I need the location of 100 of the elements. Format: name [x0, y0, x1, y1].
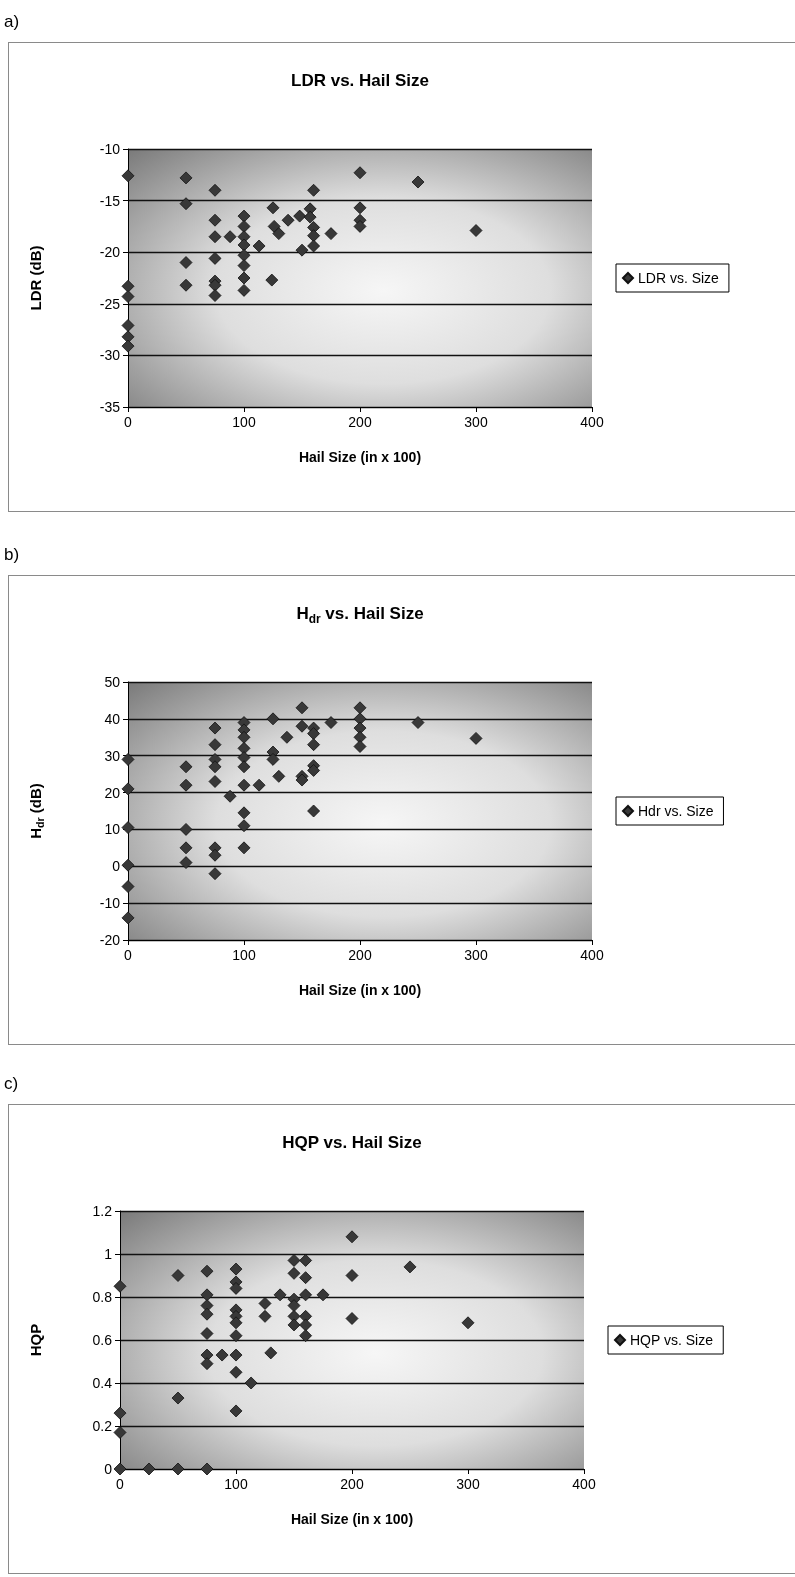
point	[345, 1312, 359, 1325]
chart-title: H$_{dr}$ vs. Hail Size	[295, 604, 425, 629]
x-tick-label: 200	[340, 1476, 364, 1492]
point	[229, 1262, 243, 1276]
point	[237, 741, 251, 755]
point	[223, 789, 237, 803]
point	[113, 1279, 127, 1293]
y-tick-label: -30	[99, 347, 121, 364]
x-tick-label: 300	[456, 1476, 480, 1492]
point	[200, 1327, 214, 1340]
x-tick-label: 0	[124, 947, 133, 963]
point	[179, 856, 193, 869]
point	[121, 821, 135, 834]
point	[307, 804, 320, 818]
x-tick-label: 300	[464, 947, 488, 963]
y-tick-label: 1	[104, 1246, 113, 1262]
point	[303, 210, 317, 224]
point	[179, 778, 193, 792]
y-tick-label: -15	[99, 192, 121, 209]
point	[179, 197, 193, 211]
y-axis-title: HQP	[27, 1323, 45, 1357]
point	[299, 1329, 312, 1343]
point	[237, 819, 251, 833]
y-tick-label: 10	[104, 821, 121, 838]
point	[307, 239, 320, 253]
point	[237, 209, 251, 223]
point	[324, 227, 338, 241]
y-tick-label: -10	[99, 141, 121, 157]
point	[299, 1254, 312, 1267]
point	[353, 730, 367, 744]
point	[113, 1426, 127, 1439]
point	[237, 283, 251, 297]
point	[287, 1309, 301, 1323]
point	[237, 841, 251, 855]
point	[179, 823, 193, 836]
point	[299, 1288, 312, 1302]
point	[469, 731, 483, 745]
point	[273, 1288, 287, 1302]
point	[237, 259, 251, 273]
legend-label: HQP vs. Size	[630, 1332, 714, 1348]
point	[353, 740, 367, 753]
point	[121, 858, 135, 872]
point	[200, 1307, 214, 1321]
point	[200, 1462, 214, 1476]
point	[229, 1282, 243, 1295]
x-tick-label: 400	[580, 414, 604, 430]
point	[258, 1309, 272, 1323]
y-tick-label: 20	[104, 784, 121, 801]
y-tick-label: -20	[99, 932, 121, 948]
y-tick-label: -35	[99, 399, 121, 415]
point	[272, 227, 286, 241]
point	[280, 730, 294, 744]
point	[287, 1266, 301, 1280]
point	[179, 171, 193, 185]
point	[353, 220, 367, 233]
point	[237, 778, 251, 792]
y-tick-label: 0.4	[92, 1375, 113, 1391]
point	[324, 716, 338, 729]
point	[215, 1348, 229, 1362]
y-tick-label: 1.2	[92, 1203, 113, 1219]
point	[299, 1318, 312, 1332]
y-tick-label: 0.2	[92, 1418, 113, 1434]
point	[208, 289, 222, 302]
point	[208, 738, 222, 752]
point	[267, 220, 281, 233]
x-axis-title: Hail Size (in x 100)	[297, 982, 423, 999]
point	[411, 175, 425, 189]
point	[237, 806, 251, 820]
point	[237, 760, 251, 774]
point	[208, 848, 222, 862]
point	[121, 782, 135, 796]
point	[244, 1376, 258, 1390]
point	[121, 753, 135, 766]
point	[237, 248, 251, 262]
legend-label: Hdr vs. Size	[638, 803, 714, 819]
point	[295, 243, 309, 257]
point	[208, 760, 222, 774]
x-tick-label: 200	[348, 414, 372, 430]
point	[295, 773, 309, 787]
chart-title: HQP vs. Hail Size	[281, 1133, 423, 1153]
point	[307, 229, 320, 243]
x-tick-label: 100	[224, 1476, 248, 1492]
point	[142, 1462, 156, 1476]
text: c)	[4, 1074, 19, 1094]
point	[287, 1254, 301, 1267]
point	[295, 701, 309, 715]
point	[121, 339, 135, 353]
point	[403, 1260, 417, 1274]
point	[299, 1271, 312, 1285]
point	[237, 271, 251, 285]
point	[121, 279, 135, 293]
y-tick-label: 30	[104, 747, 121, 764]
point	[200, 1288, 214, 1302]
point	[113, 1462, 127, 1476]
point	[272, 769, 286, 783]
y-tick-label: 0.6	[92, 1332, 113, 1348]
point	[171, 1269, 185, 1282]
x-axis-title: Hail Size (in x 100)	[289, 1511, 415, 1528]
y-tick-label: 50	[104, 674, 121, 690]
point	[229, 1404, 243, 1418]
